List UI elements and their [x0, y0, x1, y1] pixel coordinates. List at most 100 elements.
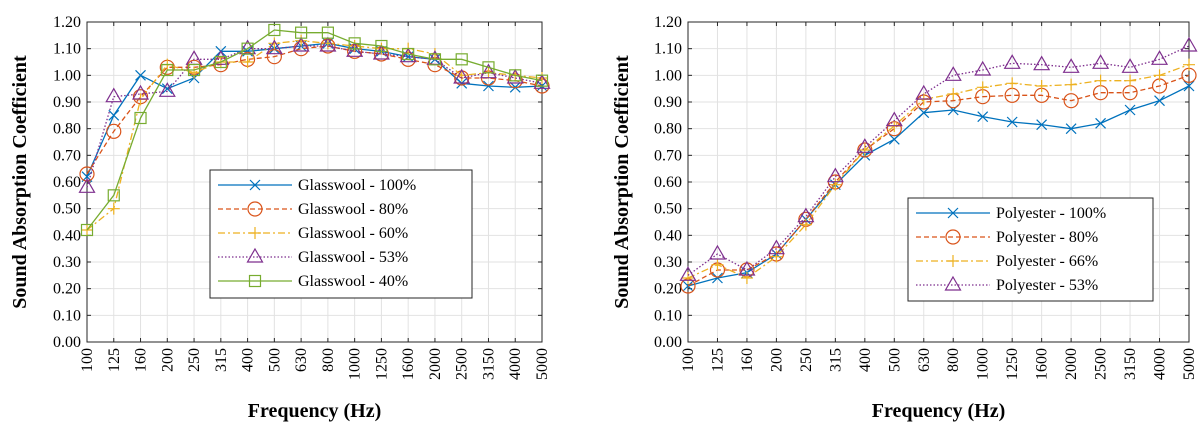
data-point	[1062, 58, 1080, 73]
legend-label: Polyester - 80%	[996, 229, 1098, 246]
y-tick-label: 0.70	[53, 147, 81, 164]
data-point	[858, 144, 871, 156]
y-tick-label: 0.80	[53, 121, 81, 138]
data-point	[321, 37, 334, 50]
legend-label: Polyester - 53%	[996, 277, 1098, 294]
data-point	[738, 260, 756, 276]
data-point	[1121, 58, 1139, 73]
legend: Glasswool - 100% Glasswool - 80% Glasswool…	[209, 169, 473, 299]
data-point	[482, 61, 495, 74]
data-point	[509, 69, 522, 82]
series-line	[86, 40, 543, 231]
series-3	[679, 36, 1198, 281]
data-point	[1154, 95, 1165, 107]
legend-marker	[248, 274, 262, 288]
x-tick-label: 1250	[373, 348, 390, 380]
data-point	[107, 202, 120, 215]
x-tick-label: 160	[739, 348, 756, 372]
x-tick-label: 1600	[1034, 348, 1051, 380]
legend: Polyester - 100% Polyester - 80% Polyester…	[907, 197, 1154, 302]
ticks	[687, 21, 1190, 343]
data-point	[888, 133, 900, 145]
data-point	[740, 272, 753, 284]
data-point	[974, 60, 992, 76]
x-tick-label: 250	[186, 348, 203, 372]
data-point	[402, 47, 415, 61]
chart-glasswool: 0.00 0.10 0.20 0.30 0.40 0.50 0.60 0.70 0.80 0.90…	[9, 14, 551, 422]
legend-label: Glasswool - 40%	[298, 273, 408, 290]
x-tick-label: 160	[133, 348, 150, 372]
data-point	[770, 250, 783, 263]
data-point	[915, 84, 933, 100]
data-point	[1033, 55, 1051, 71]
data-point	[682, 272, 694, 284]
data-point	[158, 82, 176, 97]
x-tick-label: 3150	[1122, 348, 1139, 380]
data-point	[1095, 117, 1107, 129]
data-point	[1150, 50, 1169, 65]
legend-label: Glasswool - 60%	[298, 225, 408, 242]
legend-label: Glasswool - 80%	[298, 201, 408, 218]
series-line	[86, 45, 543, 175]
data-point	[295, 26, 308, 39]
data-point	[1006, 116, 1018, 128]
data-point	[295, 34, 308, 47]
y-axis-title: Sound Absorption Coefficient	[611, 55, 633, 309]
data-point	[977, 111, 989, 123]
x-tick-label: 1000	[975, 348, 992, 380]
data-point	[1094, 74, 1107, 87]
y-tick-label: 0.50	[53, 201, 81, 218]
x-tick-label: 315	[827, 348, 844, 372]
data-point	[80, 223, 94, 237]
x-tick-label: 800	[945, 348, 962, 372]
x-tick-label: 4000	[1152, 348, 1169, 380]
data-point	[712, 272, 723, 284]
y-tick-label: 0.20	[53, 281, 81, 298]
data-point	[799, 218, 812, 231]
data-point	[1065, 123, 1077, 135]
data-point	[826, 167, 844, 183]
data-point	[268, 37, 281, 50]
x-tick-label: 250	[798, 348, 815, 372]
data-point	[797, 207, 815, 223]
y-tick-label: 0.20	[654, 281, 682, 298]
data-point	[455, 69, 468, 82]
data-point	[479, 63, 498, 79]
y-tick-label: 0.00	[654, 334, 682, 351]
data-point	[1036, 119, 1048, 131]
data-point	[292, 36, 310, 52]
x-tick-label: 315	[213, 348, 230, 372]
x-tick-label: 2000	[1063, 348, 1080, 380]
x-tick-label: 1250	[1004, 348, 1021, 380]
x-tick-label: 100	[79, 348, 96, 372]
data-point	[375, 39, 388, 53]
x-tick-label: 400	[857, 348, 874, 372]
y-tick-label: 0.60	[654, 174, 682, 191]
data-point	[483, 80, 494, 92]
data-point	[346, 42, 364, 57]
data-point	[428, 53, 442, 66]
data-point	[918, 107, 930, 119]
legend-label: Glasswool - 53%	[298, 249, 408, 266]
data-point	[372, 44, 390, 60]
data-point	[105, 87, 123, 103]
data-point	[268, 23, 281, 37]
x-tick-label: 5000	[1181, 348, 1198, 380]
x-tick-label: 400	[240, 348, 257, 372]
data-point	[321, 26, 334, 39]
data-point	[455, 53, 468, 66]
series-3	[78, 36, 551, 193]
y-tick-label: 1.20	[654, 14, 682, 31]
data-point	[265, 39, 283, 55]
y-tick-label: 0.70	[654, 147, 682, 164]
legend-label: Glasswool - 100%	[298, 177, 416, 194]
data-point	[1153, 69, 1166, 82]
y-tick-label: 0.10	[53, 307, 81, 324]
y-tick-label: 0.90	[53, 94, 81, 111]
ticks	[86, 21, 543, 343]
legend-marker	[947, 207, 959, 219]
data-point	[212, 50, 230, 65]
data-point	[1124, 74, 1137, 87]
y-tick-label: 0.60	[53, 174, 81, 191]
data-point	[134, 111, 147, 125]
